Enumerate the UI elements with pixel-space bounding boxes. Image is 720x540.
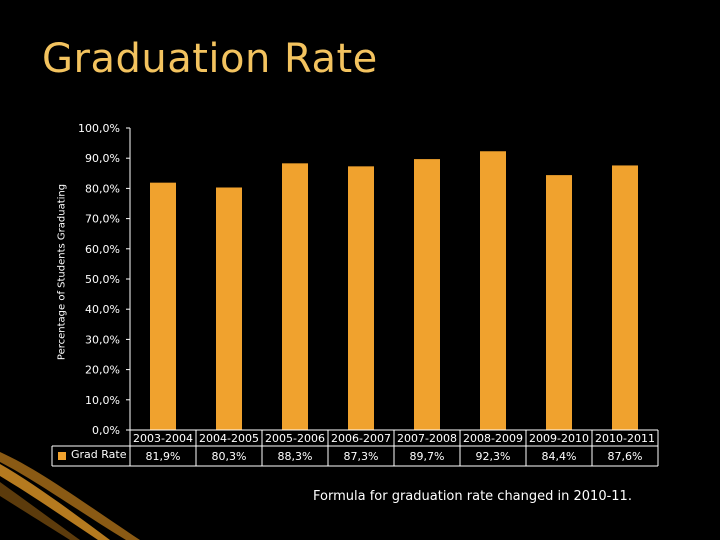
y-tick-label: 100,0% bbox=[78, 122, 120, 135]
bar bbox=[282, 163, 308, 431]
bar bbox=[150, 182, 176, 430]
data-label: 81,9% bbox=[146, 450, 181, 463]
y-tick-label: 60,0% bbox=[85, 243, 120, 256]
bar bbox=[216, 187, 242, 430]
data-label: 87,6% bbox=[608, 450, 643, 463]
data-label: 80,3% bbox=[212, 450, 247, 463]
legend-swatch bbox=[58, 452, 66, 460]
y-tick-label: 80,0% bbox=[85, 182, 120, 195]
y-tick-label: 50,0% bbox=[85, 273, 120, 286]
y-tick-label: 0,0% bbox=[92, 424, 120, 437]
legend-label: Grad Rate bbox=[71, 448, 127, 461]
data-label: 88,3% bbox=[278, 450, 313, 463]
data-table: 2003-2004 81,9% 2004-2005 80,3% 2005-2006 88,… bbox=[51, 429, 659, 467]
data-label: 92,3% bbox=[476, 450, 511, 463]
footnote: Formula for graduation rate changed in 2… bbox=[313, 489, 632, 504]
y-tick-label: 70,0% bbox=[85, 213, 120, 226]
bar bbox=[348, 166, 374, 430]
bar bbox=[612, 165, 638, 430]
x-tick-label: 2007-2008 bbox=[397, 432, 457, 445]
slide-title: Graduation Rate bbox=[42, 36, 378, 82]
x-tick-label: 2008-2009 bbox=[463, 432, 523, 445]
x-tick-label: 2010-2011 bbox=[595, 432, 655, 445]
data-label: 89,7% bbox=[410, 450, 445, 463]
bar bbox=[480, 151, 506, 430]
y-tick-label: 10,0% bbox=[85, 394, 120, 407]
x-tick-label: 2009-2010 bbox=[529, 432, 589, 445]
y-tick-label: 40,0% bbox=[85, 303, 120, 316]
decorative-swoosh bbox=[0, 452, 140, 540]
y-tick-label: 30,0% bbox=[85, 333, 120, 346]
y-axis-ticks: 0,0% 10,0% 20,0% 30,0% 40,0% 50,0% 60,0% 70,0% 8… bbox=[78, 122, 130, 437]
y-tick-label: 20,0% bbox=[85, 364, 120, 377]
bar bbox=[546, 175, 572, 430]
bars bbox=[150, 151, 638, 431]
bar bbox=[414, 159, 440, 430]
y-tick-label: 90,0% bbox=[85, 152, 120, 165]
x-tick-label: 2003-2004 bbox=[133, 432, 193, 445]
data-label: 87,3% bbox=[344, 450, 379, 463]
x-tick-label: 2006-2007 bbox=[331, 432, 391, 445]
data-label: 84,4% bbox=[542, 450, 577, 463]
x-tick-label: 2004-2005 bbox=[199, 432, 259, 445]
x-tick-label: 2005-2006 bbox=[265, 432, 325, 445]
